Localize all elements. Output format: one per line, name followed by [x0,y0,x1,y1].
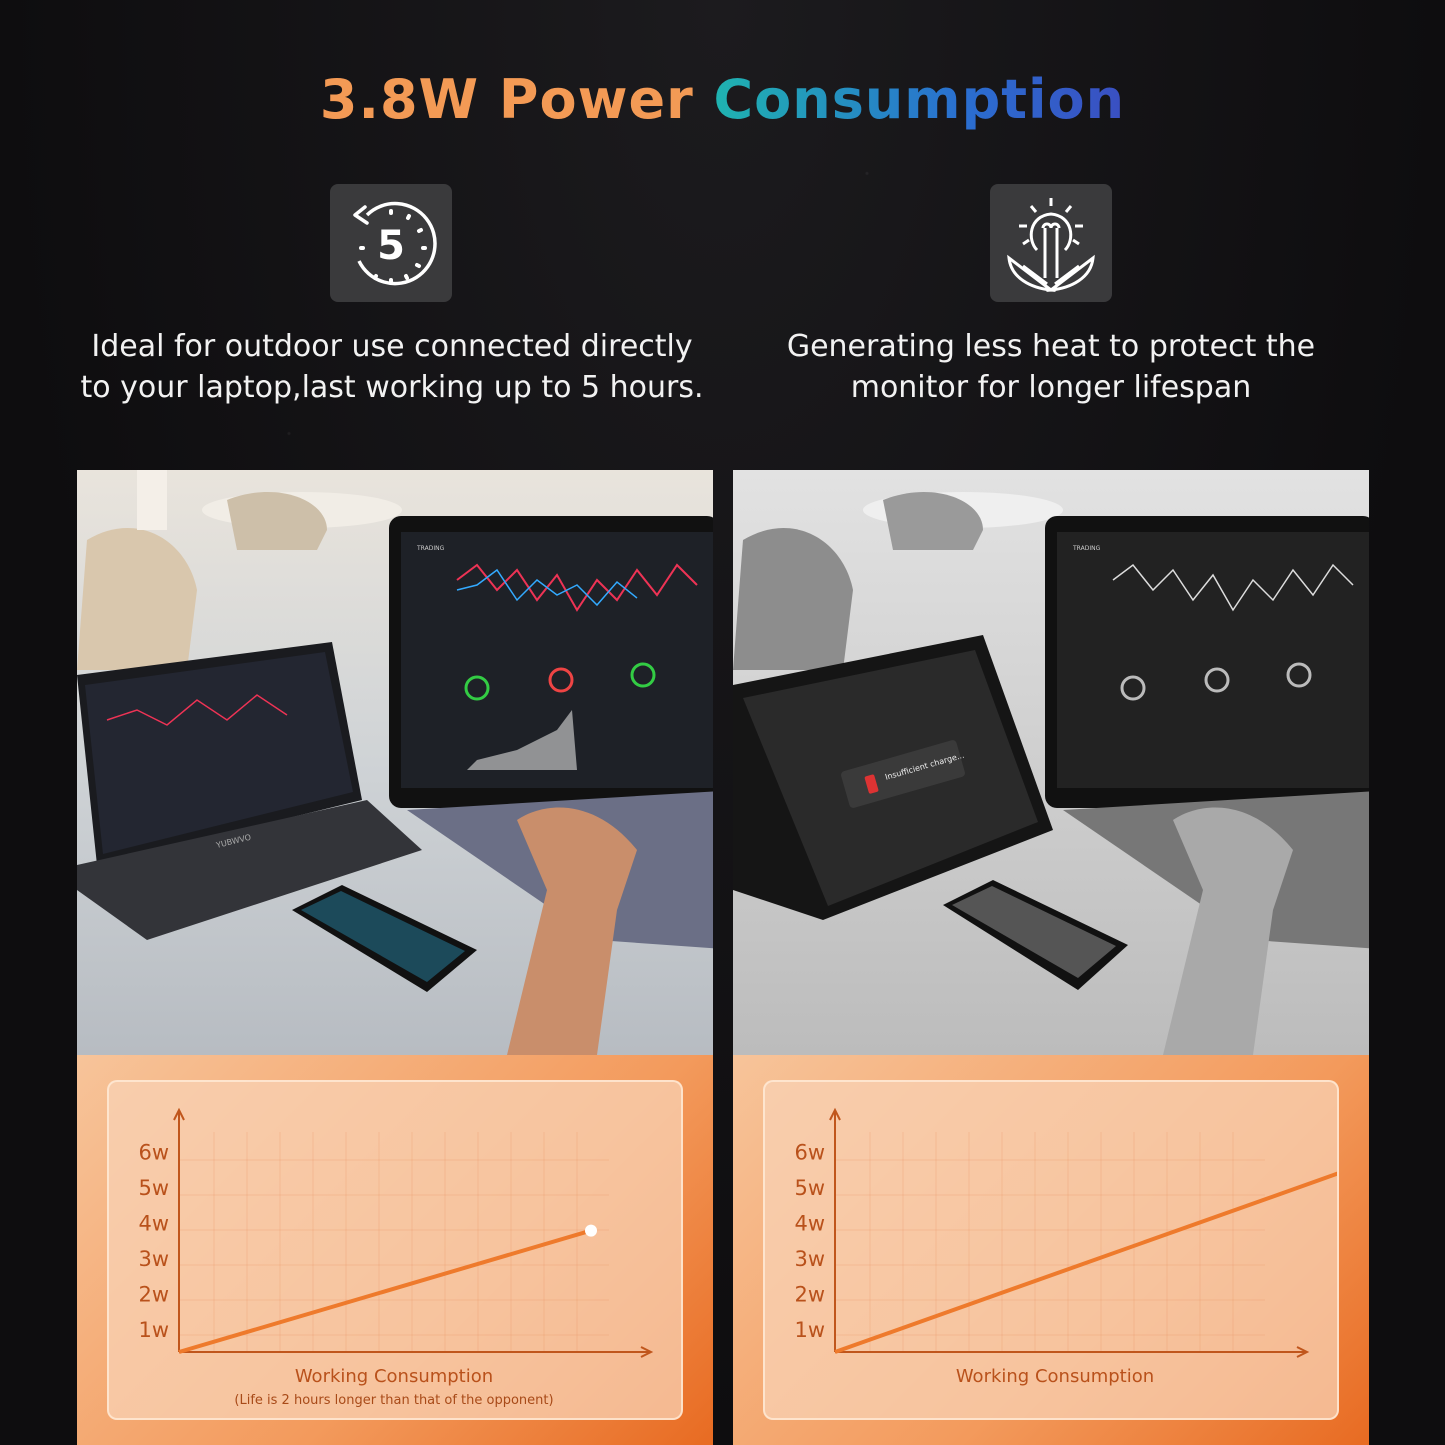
five-hour-timer-icon: 5 [330,184,452,302]
data-point [585,1224,597,1237]
feature-text-line: Ideal for outdoor use connected directly [91,329,693,364]
y-tick-label: 1w [138,1318,169,1342]
y-tick-label: 3w [138,1247,169,1271]
y-tick-label: 4w [794,1212,825,1236]
panel-competitor-monitor: TRADING Insufficient charge... 1w 2w 3w 4w 5… [733,470,1369,1445]
feature-battery-life: Ideal for outdoor use connected directly… [42,326,742,408]
consumption-chart: 1w 2w 3w 4w 5w 6w Working Consumption (Life is … [138,1107,654,1408]
y-tick-label: 1w [794,1318,825,1342]
feature-text-line: monitor for longer lifespan [850,370,1252,405]
feature-text-line: to your laptop,last working up to 5 hour… [80,370,704,405]
product-photo-color: TRADING YUBWVO [77,470,713,1055]
feature-less-heat: Generating less heat to protect the moni… [701,326,1401,408]
svg-text:5: 5 [377,223,405,269]
x-axis-arrow-icon [640,1346,654,1358]
screen-label: TRADING [1072,545,1101,552]
series-line [178,1228,592,1354]
feature-text-line: Generating less heat to protect the [786,329,1316,364]
product-photo-grayscale: TRADING Insufficient charge... [733,470,1369,1055]
chart-note: (Life is 2 hours longer than that of the… [234,1393,553,1408]
smartphone [292,885,477,992]
insufficient-charge-popup: Insufficient charge... [841,740,965,808]
y-tick-label: 3w [794,1247,825,1271]
consumption-chart: 1w 2w 3w 4w 5w 6w Working Consumption [794,1107,1337,1387]
panel-our-monitor: TRADING YUBWVO 1w 2w 3w 4w 5w 6w Working Consu… [77,470,713,1445]
portable-monitor: YUBWVO [77,642,422,940]
page-title: 3.8W Power Consumption [319,68,1126,131]
y-tick-label: 6w [794,1141,825,1165]
consumption-chart-card: 1w 2w 3w 4w 5w 6w Working Consumption [763,1080,1339,1420]
y-tick-label: 2w [794,1283,825,1307]
series-line [834,1171,1337,1354]
y-tick-label: 4w [138,1212,169,1236]
chart-area: 1w 2w 3w 4w 5w 6w Working Consumption [733,1055,1369,1445]
x-axis-label: Working Consumption [295,1366,493,1387]
y-tick-label: 5w [794,1176,825,1200]
chart-area: 1w 2w 3w 4w 5w 6w Working Consumption (Life is … [77,1055,713,1445]
y-tick-label: 5w [138,1176,169,1200]
consumption-chart-card: 1w 2w 3w 4w 5w 6w Working Consumption (Life is … [107,1080,683,1420]
y-axis-arrow-icon [173,1107,185,1121]
y-axis-arrow-icon [829,1107,841,1121]
y-tick-label: 6w [138,1141,169,1165]
y-tick-label: 2w [138,1283,169,1307]
x-axis-label: Working Consumption [956,1366,1154,1387]
screen-label: TRADING [416,545,445,552]
low-battery-icon [864,774,879,794]
x-axis-arrow-icon [1296,1346,1310,1358]
eco-lightbulb-leaf-icon [990,184,1112,302]
